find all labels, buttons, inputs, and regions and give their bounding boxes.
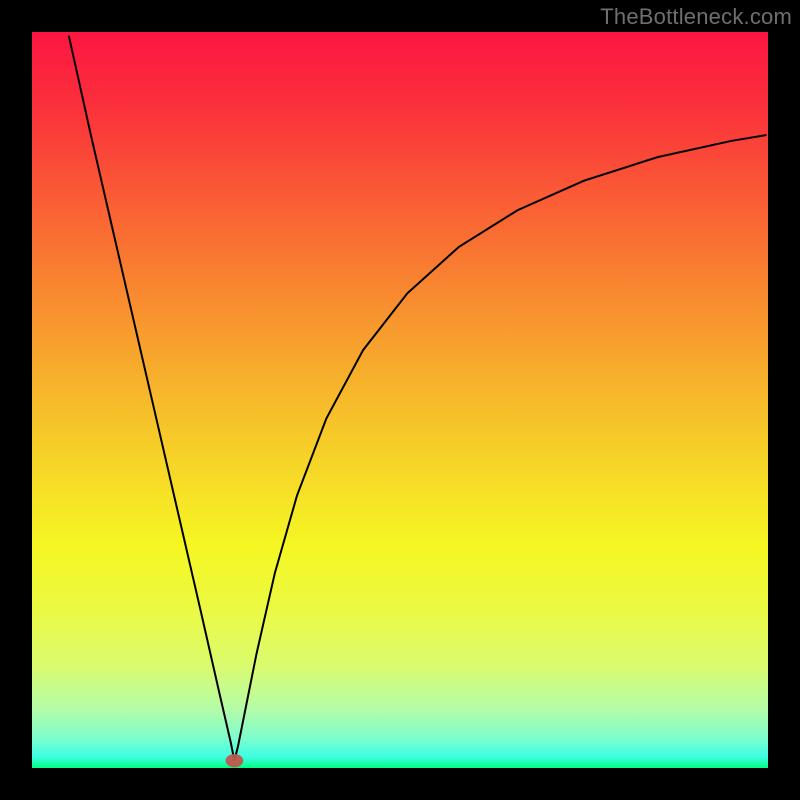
chart-background-gradient bbox=[32, 32, 768, 768]
chart-container: TheBottleneck.com bbox=[0, 0, 800, 800]
chart-plot-area bbox=[32, 32, 768, 768]
watermark-text: TheBottleneck.com bbox=[600, 4, 792, 30]
minimum-marker bbox=[226, 754, 244, 767]
chart-svg bbox=[32, 32, 768, 768]
